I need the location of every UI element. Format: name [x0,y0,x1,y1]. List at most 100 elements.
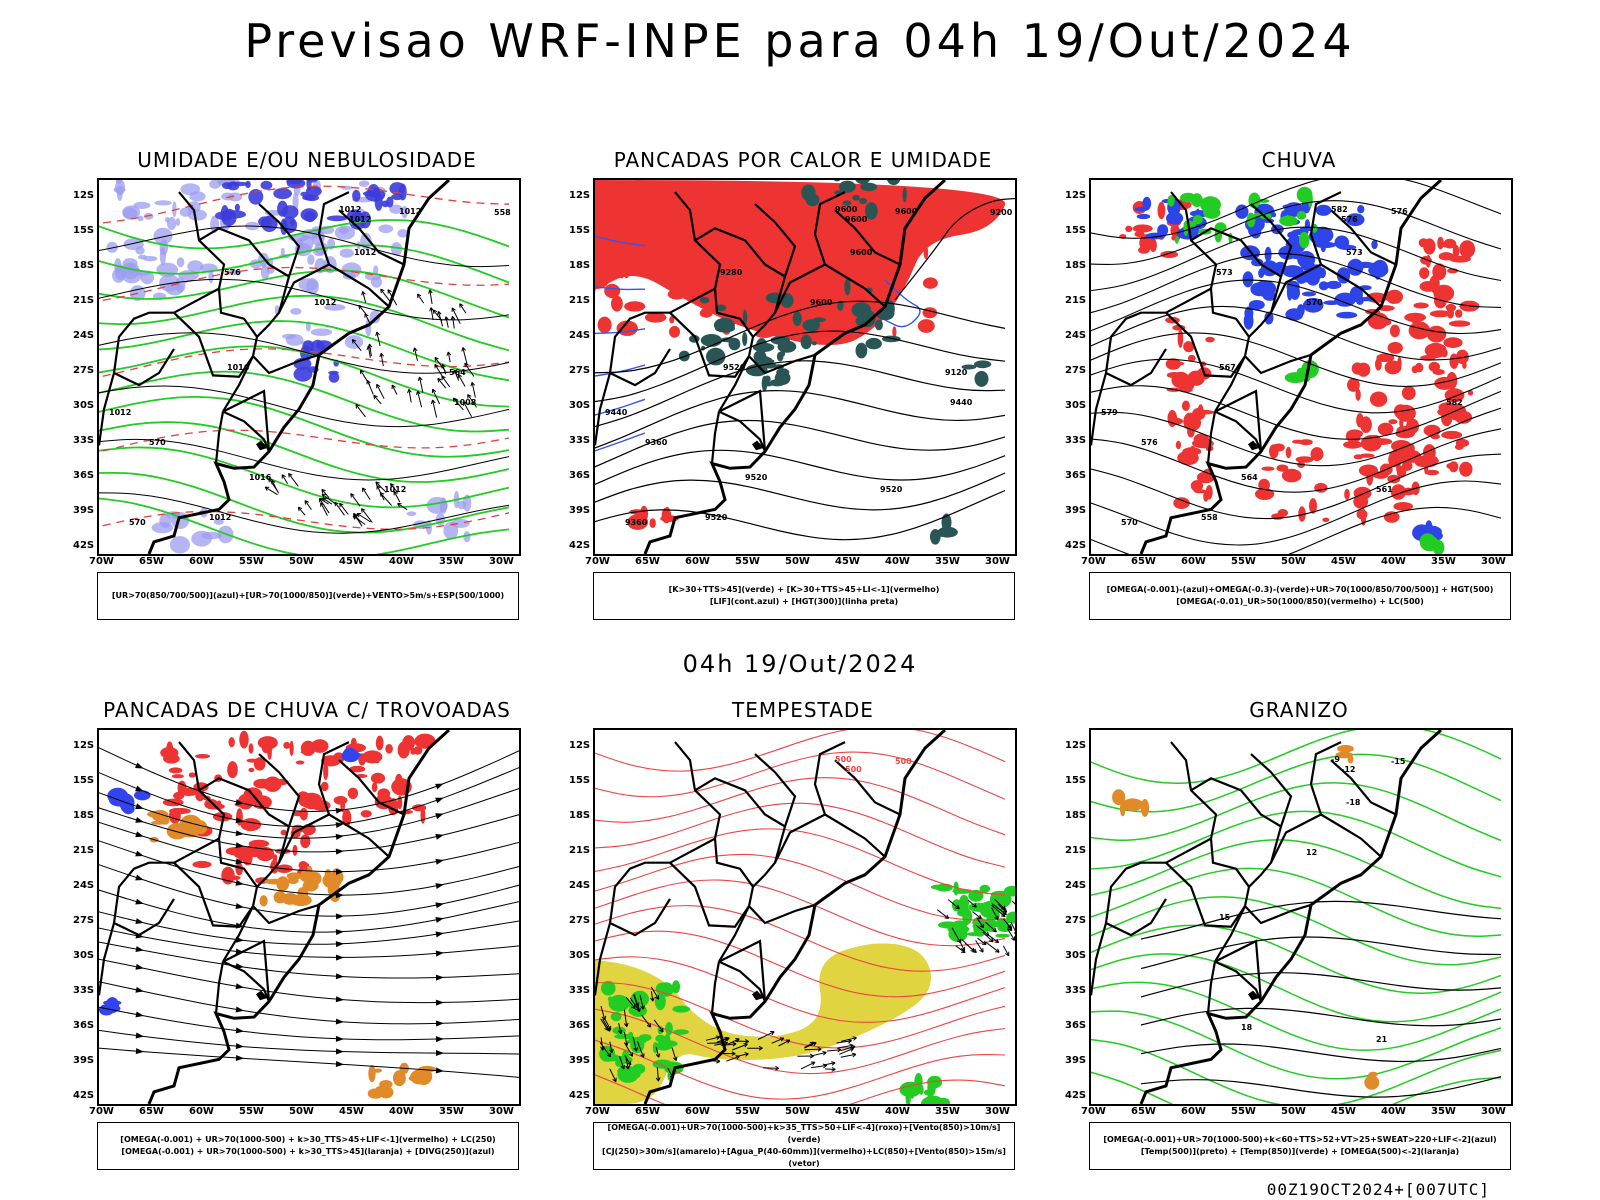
panel-title-chuva: CHUVA [1261,148,1337,172]
border [113,348,175,387]
border [668,287,750,378]
contour-label: 564 [449,368,466,377]
map-panel-granizo: -9 -12 -15 -18 12 15 18 21 [1089,728,1513,1106]
lat-tick-label: 36S [73,470,95,481]
contour-label: -18 [1346,798,1361,807]
contour-label: -12 [1341,765,1355,774]
border [1248,263,1322,338]
contour-label: 1012 [109,408,131,417]
lat-tick-label: 36S [1065,1020,1087,1031]
lat-tick-label: 33S [569,435,591,446]
legend-line: [OMEGA(-0.001) + UR>70(1000-500) + k>30_… [120,1135,496,1144]
lon-tick-label: 60W [189,1106,214,1117]
border [1091,311,1166,446]
map-panel-pancadas_trovoadas [97,728,521,1106]
lon-tick-label: 30W [489,556,514,567]
lat-tick-label: 33S [1065,985,1087,996]
contour-label: 576 [1141,438,1158,447]
border [214,411,225,464]
legend-line: [CJ(250)>30m/s](amarelo)+[Agua_P(40-60mm… [602,1147,1006,1168]
lat-tick-label: 27S [569,915,591,926]
border [1170,741,1251,963]
border [1244,353,1312,375]
lon-tick-label: 55W [735,556,760,567]
lon-tick-label: 55W [239,1106,264,1117]
coastline [147,180,451,554]
lon-tick-label: 30W [1481,1106,1506,1117]
contour-label: 9600 [895,207,918,216]
lon-tick-label: 50W [289,1106,314,1117]
lat-tick-label: 39S [73,1055,95,1066]
lat-tick-label: 36S [73,1020,95,1031]
contour-label: 579 [1101,408,1118,417]
main-title: Previsao WRF-INPE para 04h 19/Out/2024 [244,14,1356,68]
lon-tick-label: 35W [935,556,960,567]
border [222,939,271,1002]
contour-label: 567 [1219,363,1236,372]
legend-line: [LIF](cont.azul) + [HGT(300)](linha pret… [709,597,899,606]
lat-tick-label: 12S [569,190,591,201]
lat-tick-label: 21S [1065,845,1087,856]
lon-tick-label: 40W [885,1106,910,1117]
contour-label: 570 [1121,518,1138,527]
legend-line: [Temp(500)](preto) + [Temp(850)](verde) … [1140,1147,1460,1156]
contour-label: 558 [1201,513,1218,522]
lon-tick-label: 65W [635,556,660,567]
contour-label: 1012 [384,485,406,494]
lat-tick-label: 27S [73,915,95,926]
lon-tick-label: 60W [1181,556,1206,567]
lon-tick-label: 60W [685,556,710,567]
lagoon [752,990,764,1001]
lon-tick-label: 70W [1081,556,1106,567]
coastline [147,730,451,1104]
border [595,861,670,996]
map-canvas-granizo: -9-12 -15 -18 12 15 18 21 [1091,730,1502,1104]
lon-tick-label: 30W [489,1106,514,1117]
lat-tick-label: 12S [1065,740,1087,751]
lon-tick-label: 70W [89,1106,114,1117]
border [222,410,271,452]
border [1190,227,1282,278]
legend-umidade: [UR>70(850/700/500)](azul)+[UR>70(1000/8… [97,572,519,620]
lagoon [1248,990,1260,1001]
map-canvas-umidade: 1012101210121012101210161016101210121008… [99,180,511,554]
lat-tick-label: 21S [1065,295,1087,306]
border [754,203,797,313]
map-panel-tempestade: 500 500 500 [593,728,1017,1106]
lat-tick-label: 36S [569,1020,591,1031]
lon-tick-label: 35W [439,556,464,567]
lower-row-date: 04h 19/Out/2024 [682,650,918,678]
lon-tick-label: 45W [835,1106,860,1117]
lat-tick-label: 33S [1065,435,1087,446]
border [1244,903,1312,925]
border [1206,411,1217,464]
border [1214,410,1263,452]
contour-label: 500 [845,765,862,774]
contour-label: -15 [1391,757,1406,766]
border [1105,898,1167,937]
contour-label: 9440 [950,398,973,407]
lat-tick-label: 24S [1065,330,1087,341]
border [198,227,290,278]
lon-tick-label: 45W [1331,556,1356,567]
lat-tick-label: 24S [73,330,95,341]
contour-label: 582 [1331,205,1348,214]
lon-tick-label: 45W [339,1106,364,1117]
border [1164,287,1246,378]
lon-tick-label: 65W [635,1106,660,1117]
lat-tick-label: 18S [1065,260,1087,271]
contour-label: 9520 [705,513,728,522]
border [1330,209,1397,266]
border [609,348,671,387]
border [256,813,330,888]
border [718,960,767,1002]
lat-tick-label: 30S [569,400,591,411]
lon-tick-label: 40W [885,556,910,567]
lon-tick-label: 60W [189,556,214,567]
border [718,410,767,452]
lat-tick-label: 15S [73,775,95,786]
lat-tick-label: 27S [73,365,95,376]
border [694,227,786,278]
lon-tick-label: 30W [1481,556,1506,567]
contour-label: 1016 [227,363,250,372]
